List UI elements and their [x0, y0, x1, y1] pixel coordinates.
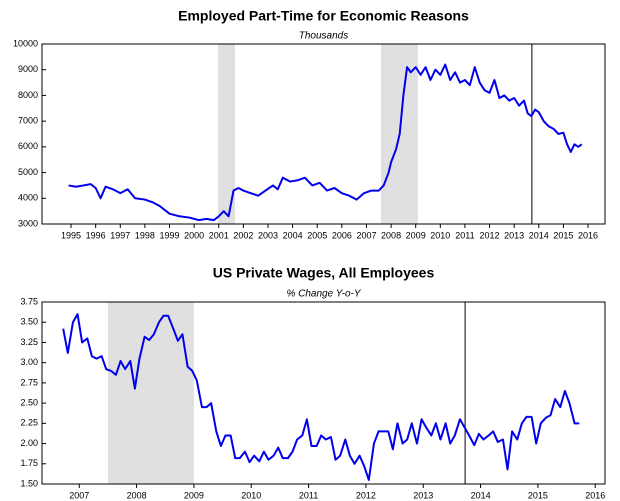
- x-tick-label: 2011: [299, 490, 318, 500]
- y-tick-label: 3000: [18, 218, 38, 228]
- y-tick-label: 2.75: [20, 377, 38, 387]
- x-tick-label: 2015: [528, 490, 548, 500]
- x-tick-label: 2007: [356, 230, 376, 240]
- x-tick-label: 2010: [430, 230, 450, 240]
- x-tick-label: 1998: [135, 230, 155, 240]
- shaded-range: [218, 44, 236, 224]
- chart-subtitle: Thousands: [299, 31, 348, 42]
- chart-title: US Private Wages, All Employees: [213, 265, 435, 281]
- y-tick-label: 9000: [18, 64, 38, 74]
- x-tick-label: 2013: [413, 490, 433, 500]
- x-tick-label: 1997: [110, 230, 130, 240]
- x-tick-label: 2009: [184, 490, 204, 500]
- y-tick-label: 2.25: [20, 418, 38, 428]
- x-tick-label: 2009: [406, 230, 426, 240]
- x-tick-label: 2008: [127, 490, 147, 500]
- y-tick-label: 1.75: [20, 458, 38, 468]
- x-tick-label: 2008: [381, 230, 401, 240]
- shaded-range: [107, 302, 194, 484]
- chart-subtitle: % Change Y-o-Y: [286, 289, 361, 300]
- y-tick-label: 3.50: [20, 317, 38, 327]
- y-tick-label: 3.25: [20, 337, 38, 347]
- y-tick-label: 3.00: [20, 357, 38, 367]
- x-tick-label: 2000: [184, 230, 204, 240]
- x-tick-label: 2016: [585, 490, 605, 500]
- y-tick-label: 8000: [18, 90, 38, 100]
- x-tick-label: 2012: [356, 490, 376, 500]
- y-tick-label: 4000: [18, 193, 38, 203]
- x-tick-label: 2014: [529, 230, 549, 240]
- plot-frame: [41, 43, 606, 225]
- x-tick-label: 2006: [332, 230, 352, 240]
- x-tick-label: 2010: [241, 490, 261, 500]
- data-line: [68, 63, 583, 222]
- x-tick-label: 1999: [160, 230, 180, 240]
- x-tick-label: 2003: [258, 230, 278, 240]
- x-tick-label: 1995: [61, 230, 81, 240]
- x-tick-label: 2013: [504, 230, 524, 240]
- x-tick-label: 2011: [455, 230, 474, 240]
- x-tick-label: 2016: [578, 230, 598, 240]
- y-tick-label: 7000: [18, 116, 38, 126]
- y-tick-label: 5000: [18, 167, 38, 177]
- x-tick-label: 2012: [480, 230, 500, 240]
- y-tick-label: 6000: [18, 141, 38, 151]
- y-tick-label: 10000: [13, 38, 38, 48]
- y-tick-label: 1.50: [20, 478, 38, 488]
- x-tick-label: 2001: [209, 230, 229, 240]
- x-tick-label: 2014: [471, 490, 491, 500]
- plot-frame: [41, 301, 606, 485]
- x-tick-label: 2015: [553, 230, 573, 240]
- x-tick-label: 2005: [307, 230, 327, 240]
- x-tick-label: 2004: [283, 230, 303, 240]
- y-tick-label: 2.50: [20, 397, 38, 407]
- chart-title: Employed Part-Time for Economic Reasons: [178, 8, 469, 24]
- data-line: [62, 313, 580, 481]
- x-tick-label: 1996: [86, 230, 106, 240]
- y-tick-label: 2.00: [20, 438, 38, 448]
- x-tick-label: 2002: [233, 230, 253, 240]
- x-tick-label: 2007: [69, 490, 89, 500]
- y-tick-label: 3.75: [20, 296, 38, 306]
